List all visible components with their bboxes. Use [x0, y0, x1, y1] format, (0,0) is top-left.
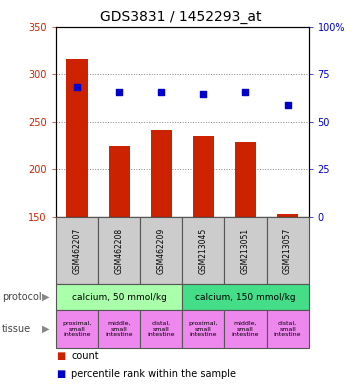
Bar — [66, 59, 87, 217]
Text: calcium, 50 mmol/kg: calcium, 50 mmol/kg — [72, 293, 166, 302]
Text: proximal,
small
intestine: proximal, small intestine — [62, 321, 92, 338]
Text: GSM213057: GSM213057 — [283, 227, 292, 274]
Bar — [151, 131, 172, 217]
Text: count: count — [71, 351, 99, 361]
Text: percentile rank within the sample: percentile rank within the sample — [71, 369, 236, 379]
Text: GSM462207: GSM462207 — [73, 227, 82, 274]
Text: proximal,
small
intestine: proximal, small intestine — [189, 321, 218, 338]
Text: tissue: tissue — [2, 324, 31, 334]
Point — [243, 88, 248, 94]
Text: protocol: protocol — [2, 292, 42, 302]
Text: calcium, 150 mmol/kg: calcium, 150 mmol/kg — [195, 293, 296, 302]
Text: GSM462208: GSM462208 — [115, 227, 123, 274]
Text: ▶: ▶ — [42, 292, 50, 302]
Bar — [277, 214, 298, 217]
Point — [158, 89, 164, 96]
Bar — [235, 142, 256, 217]
Text: distal,
small
intestine: distal, small intestine — [274, 321, 301, 338]
Text: middle,
small
intestine: middle, small intestine — [105, 321, 133, 338]
Point — [285, 102, 291, 108]
Text: ■: ■ — [56, 351, 65, 361]
Text: GSM462209: GSM462209 — [157, 227, 166, 274]
Text: middle,
small
intestine: middle, small intestine — [232, 321, 259, 338]
Bar — [193, 136, 214, 217]
Text: GSM213045: GSM213045 — [199, 227, 208, 274]
Point — [116, 88, 122, 94]
Text: ■: ■ — [56, 369, 65, 379]
Text: distal,
small
intestine: distal, small intestine — [148, 321, 175, 338]
Text: GDS3831 / 1452293_at: GDS3831 / 1452293_at — [100, 10, 261, 23]
Bar — [109, 146, 130, 217]
Point — [200, 91, 206, 98]
Text: ▶: ▶ — [42, 324, 50, 334]
Point — [74, 84, 80, 90]
Text: GSM213051: GSM213051 — [241, 227, 250, 274]
